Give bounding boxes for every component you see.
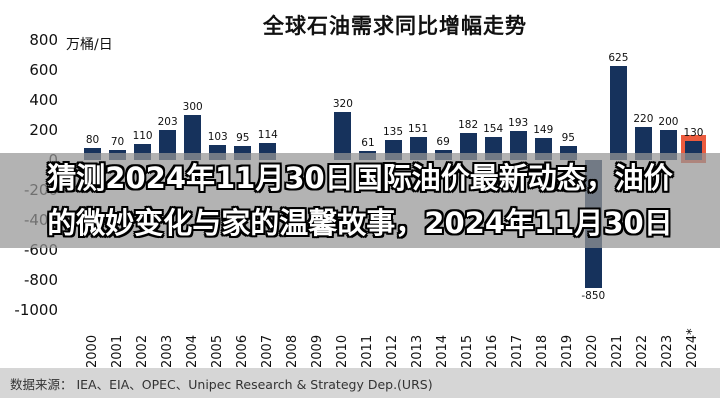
bar-value-label-2004: 300: [182, 101, 203, 113]
y-axis-tick--800: -800: [23, 271, 58, 289]
bar-value-label-2020: -850: [581, 289, 606, 302]
bar-2021: [609, 66, 627, 160]
x-axis-label-2008: 2008: [284, 334, 300, 368]
x-axis-label-2003: 2003: [159, 334, 175, 368]
bar-2004: [184, 115, 202, 160]
bar-2003: [159, 129, 177, 160]
bar-value-label-2023: 200: [658, 116, 679, 128]
data-source-bar: 数据来源： IEA、EIA、OPEC、Unipec Research & Str…: [0, 368, 720, 398]
bar-value-label-2007: 114: [257, 128, 278, 141]
bar-value-label-2021: 625: [608, 52, 629, 65]
x-axis-label-2014: 2014: [435, 334, 451, 368]
bar-value-label-2006: 95: [236, 131, 250, 144]
bar-value-label-2022: 220: [633, 113, 654, 125]
y-axis-tick-400: 400: [29, 91, 58, 109]
bar-value-label-2018: 149: [533, 123, 554, 136]
bar-value-label-2001: 70: [110, 135, 125, 148]
x-axis-label-2012: 2012: [385, 334, 400, 368]
watermark-line-1: 猜测2024年11月30日国际油价最新动态，油价: [47, 160, 673, 195]
bar-2017: [509, 131, 527, 160]
bar-2022: [634, 127, 652, 160]
bar-value-label-2013: 151: [408, 123, 429, 136]
x-axis-label-2004: 2004: [184, 334, 200, 368]
bar-value-label-2015: 182: [458, 118, 479, 131]
y-axis-tick-600: 600: [29, 61, 58, 79]
x-axis-label-2021: 2021: [610, 334, 626, 368]
watermark-line-2: 的微妙变化与家的温馨故事，2024年11月30日: [47, 205, 673, 240]
bar-value-label-2012: 135: [382, 125, 404, 138]
x-axis-label-2016: 2016: [485, 334, 501, 368]
bar-value-label-2011: 61: [361, 136, 375, 149]
chart-title: 全球石油需求同比增幅走势: [263, 14, 527, 38]
watermark-text-overlay: 猜测2024年11月30日国际油价最新动态，油价 的微妙变化与家的温馨故事，20…: [0, 153, 720, 248]
x-axis-label-2002: 2002: [134, 334, 150, 368]
bar-2023: [659, 130, 677, 160]
x-axis-label-2015: 2015: [460, 334, 476, 368]
y-axis-tick-200: 200: [29, 121, 58, 139]
x-axis-label-2022: 2022: [635, 334, 651, 368]
x-axis-label-2018: 2018: [535, 334, 551, 368]
x-axis-label-2020: 2020: [585, 334, 601, 368]
bar-value-label-2024*: 130: [683, 126, 704, 139]
x-axis-label-2009: 2009: [309, 334, 325, 368]
x-axis-label-2013: 2013: [410, 334, 426, 368]
x-axis-label-2006: 2006: [234, 334, 250, 368]
data-source-text: 数据来源： IEA、EIA、OPEC、Unipec Research & Str…: [10, 376, 433, 392]
x-axis-label-2005: 2005: [209, 334, 225, 368]
x-axis-label-2007: 2007: [259, 334, 275, 368]
bar-value-label-2002: 110: [132, 129, 153, 142]
x-axis-label-2019: 2019: [560, 334, 576, 368]
bar-value-label-2014: 69: [436, 135, 450, 148]
x-axis-label-2000: 2000: [84, 334, 100, 368]
y-axis-tick--1000: -1000: [14, 301, 58, 319]
y-axis-unit-label: 万桶/日: [66, 37, 113, 53]
x-axis-label-2011: 2011: [359, 334, 375, 368]
bar-value-label-2017: 193: [508, 117, 529, 130]
y-axis-tick-800: 800: [29, 31, 58, 49]
bar-value-label-2005: 103: [207, 130, 228, 143]
x-axis-label-2017: 2017: [510, 334, 526, 368]
x-axis-label-2010: 2010: [334, 334, 350, 368]
bar-value-label-2000: 80: [85, 134, 100, 146]
bar-value-label-2010: 320: [332, 98, 353, 110]
bar-value-label-2003: 203: [157, 115, 178, 128]
bar-value-label-2019: 95: [561, 131, 575, 144]
x-axis-label-2001: 2001: [109, 334, 125, 368]
bar-2010: [334, 112, 352, 160]
bar-value-label-2016: 154: [483, 122, 504, 135]
x-axis-label-2023: 2023: [660, 334, 676, 368]
x-axis-label-2024*: 2024*: [685, 328, 701, 368]
